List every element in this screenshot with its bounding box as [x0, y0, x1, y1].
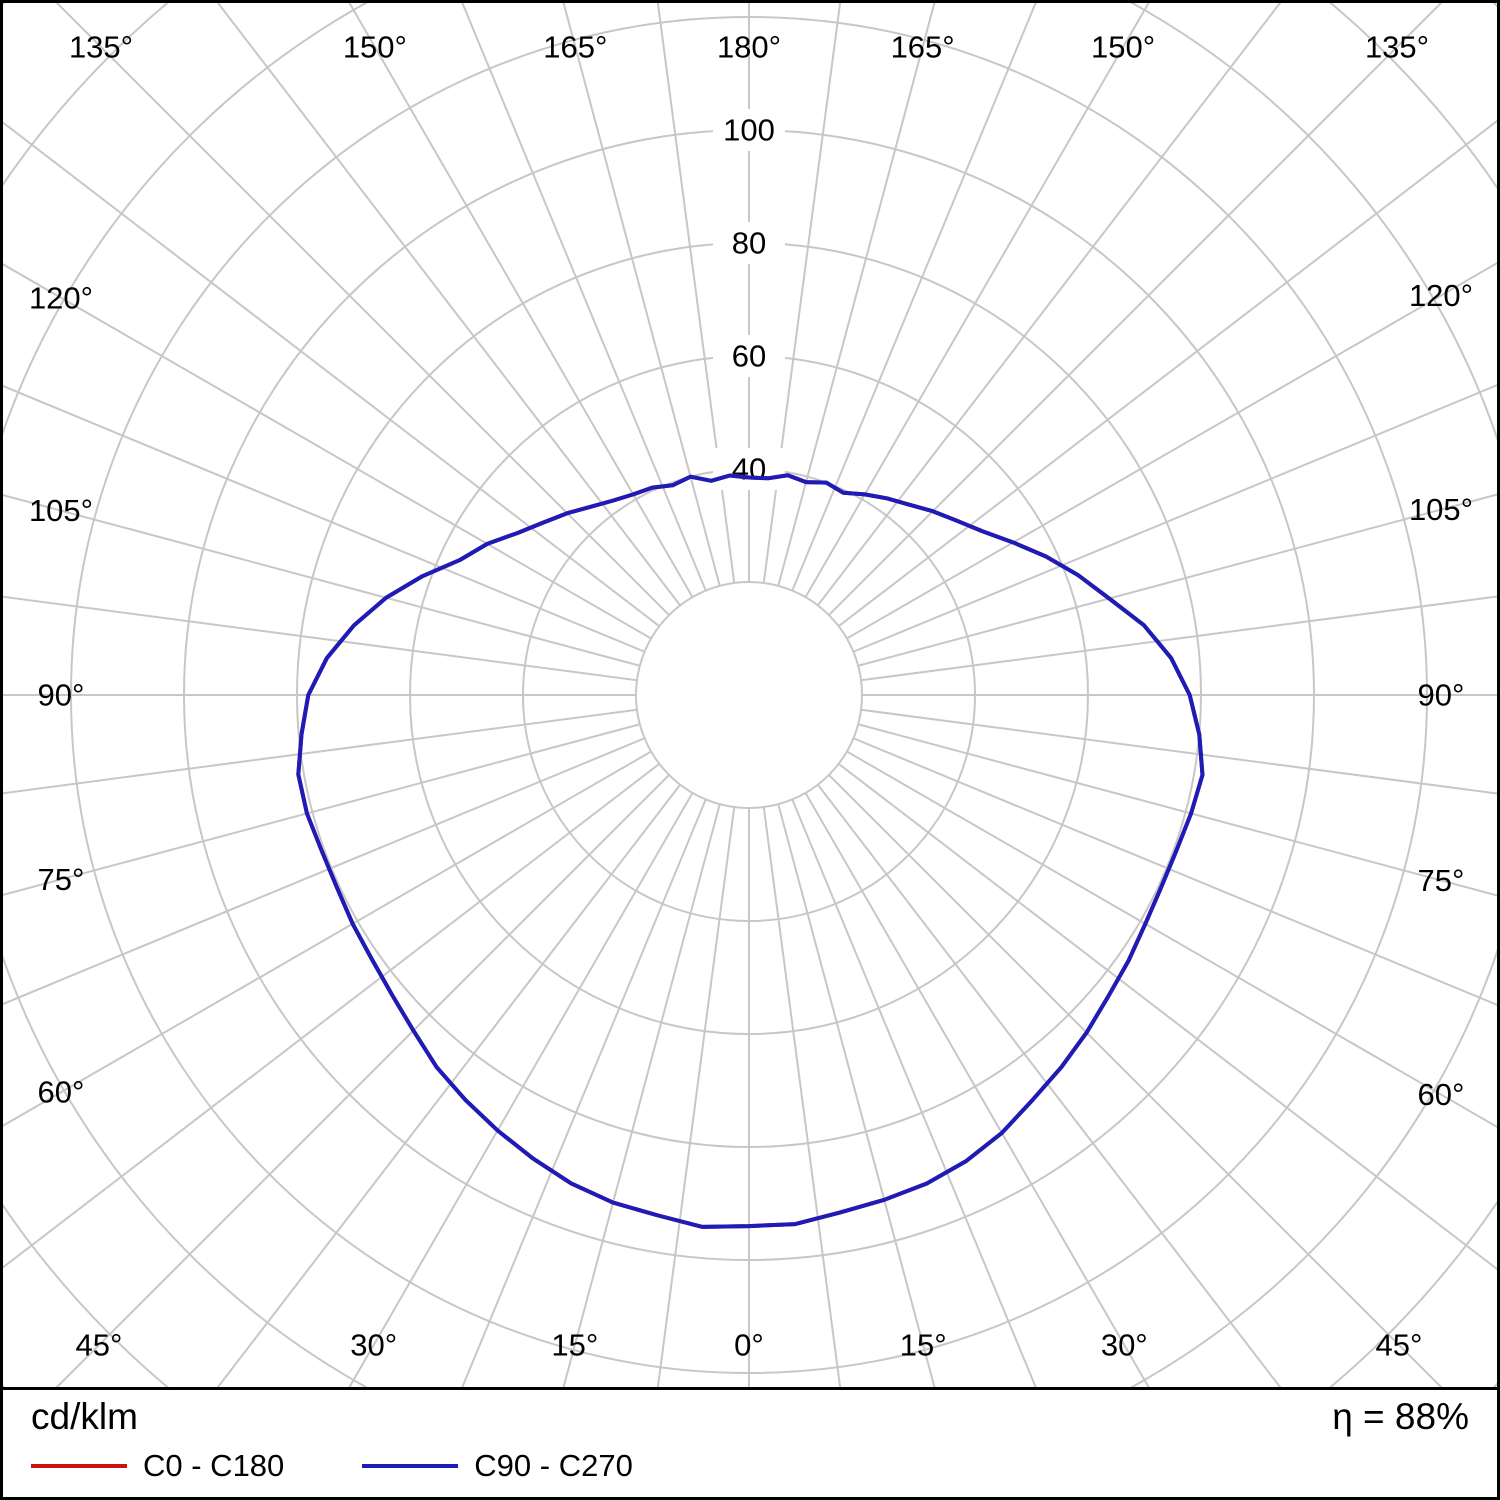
polar-chart-svg: 0° 15° 15° 30° 30° 45° 45° 60° 60° 75° 75° 90° 90° 10… [3, 3, 1497, 1387]
angle-label: 30° [1101, 1328, 1148, 1363]
radial-tick-label: 100 [723, 113, 775, 148]
c0-c180-line-swatch [31, 1464, 127, 1468]
angle-label: 60° [1418, 1077, 1465, 1112]
angle-label: 120° [1409, 278, 1473, 313]
unit-label: cd/klm [31, 1396, 138, 1437]
radial-tick-label: 60 [732, 339, 766, 374]
series-curve-c0-c180 [296, 473, 1205, 1229]
angle-label: 75° [38, 862, 85, 897]
angle-label: 45° [1376, 1328, 1423, 1363]
polar-chart-area: 0° 15° 15° 30° 30° 45° 45° 60° 60° 75° 75° 90° 90° 10… [3, 3, 1497, 1390]
legend-entries: C0 - C180 C90 - C270 [31, 1448, 711, 1484]
grid-spokes [3, 3, 1497, 1387]
angle-label: 165° [543, 30, 607, 65]
legend-entry-label: C0 - C180 [143, 1448, 285, 1483]
angle-label: 150° [343, 30, 407, 65]
angle-label: 75° [1418, 863, 1465, 898]
angle-label: 105° [1409, 492, 1473, 527]
angle-label: 180° [717, 30, 781, 65]
angle-label: 135° [69, 30, 133, 65]
angle-label: 105° [29, 493, 93, 528]
angle-label: 60° [38, 1075, 85, 1110]
angle-label: 120° [29, 280, 93, 315]
c90-c270-line-swatch [362, 1464, 459, 1468]
angle-label: 90° [1418, 678, 1465, 713]
angle-label: 15° [551, 1328, 598, 1363]
angle-label: 0° [734, 1328, 764, 1363]
angle-label: 30° [350, 1328, 397, 1363]
angle-label: 15° [900, 1328, 947, 1363]
angle-labels: 0° 15° 15° 30° 30° 45° 45° 60° 60° 75° 75° 90° 90° 10… [29, 30, 1473, 1363]
efficiency-label: η = 88% [1332, 1396, 1469, 1437]
legend-area: cd/klm η = 88% C0 - C180 C90 - C270 [3, 1390, 1497, 1497]
series-curve-c90-c270 [296, 473, 1205, 1229]
angle-label: 150° [1091, 30, 1155, 65]
radial-tick-labels: 40 60 80 100 [713, 109, 785, 490]
angle-label: 135° [1365, 30, 1429, 65]
legend-entry-c0-c180: C0 - C180 [31, 1448, 284, 1484]
angle-label: 165° [891, 30, 955, 65]
angle-label: 45° [76, 1328, 123, 1363]
legend-entry-c90-c270: C90 - C270 [362, 1448, 633, 1484]
angle-label: 90° [38, 678, 85, 713]
legend-entry-label: C90 - C270 [474, 1448, 633, 1483]
radial-tick-label: 40 [732, 452, 766, 487]
radial-tick-label: 80 [732, 226, 766, 261]
